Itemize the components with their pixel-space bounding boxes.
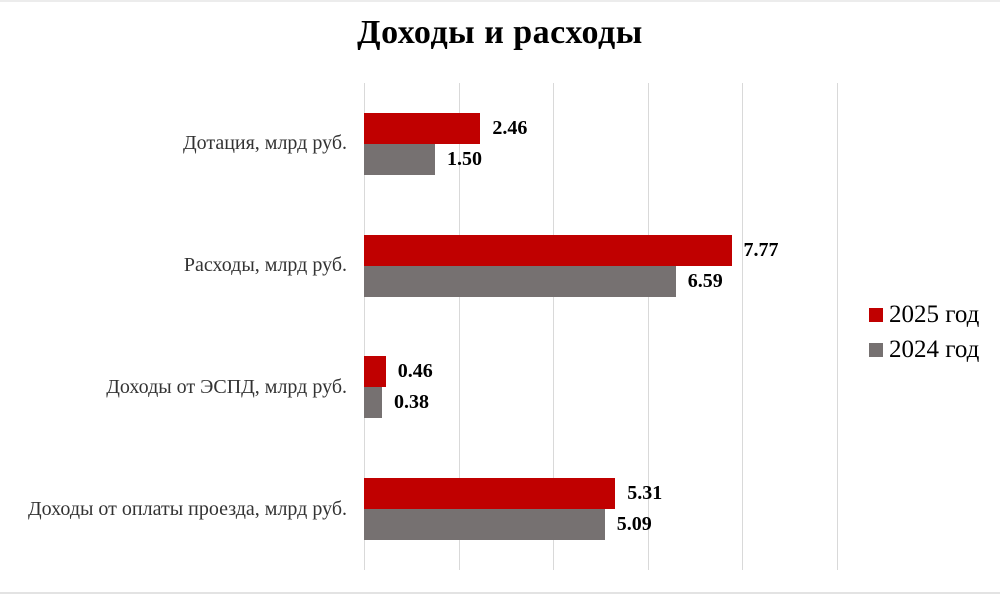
bar-2024	[364, 143, 435, 175]
legend-label: 2025 год	[889, 300, 980, 328]
bar-2025	[364, 478, 616, 510]
bar-value-label: 5.31	[627, 482, 663, 505]
bar-group-3: 5.31 5.09	[364, 448, 837, 570]
bar-line: 5.31	[364, 478, 837, 510]
bar-value-label: 7.77	[743, 238, 779, 261]
bar-line: 5.09	[364, 509, 837, 541]
category-label-3: Доходы от оплаты проезда, млрд руб.	[28, 497, 347, 520]
bar-2025	[364, 234, 732, 266]
category-label-2: Доходы от ЭСПД, млрд руб.	[106, 375, 347, 398]
bar-line: 1.50	[364, 143, 837, 175]
legend-row: 2025 год	[869, 297, 979, 332]
bar-line: 2.46	[364, 112, 837, 144]
legend-row: 2024 год	[869, 332, 979, 367]
bar-line: 7.77	[364, 234, 837, 266]
bar-group-1: 7.77 6.59	[364, 205, 837, 327]
bar-2024	[364, 509, 605, 541]
bottom-edge-divider	[0, 592, 1000, 594]
gridline-x-2	[458, 83, 460, 570]
gridline-x-0	[364, 83, 365, 570]
legend-swatch-icon	[869, 342, 883, 357]
bar-line: 0.46	[364, 356, 837, 388]
bar-group-0: 2.46 1.50	[364, 83, 837, 205]
gridline-x-4	[553, 83, 555, 570]
legend: 2025 год 2024 год	[869, 297, 979, 367]
top-edge-divider	[0, 0, 1000, 2]
chart-title: Доходы и расходы	[357, 14, 643, 51]
bar-value-label: 0.46	[397, 360, 433, 383]
bar-2024	[364, 387, 382, 419]
category-label-0: Дотация, млрд руб.	[182, 132, 347, 155]
bar-value-label: 0.38	[394, 391, 429, 414]
bar-2024	[364, 265, 676, 297]
gridline-x-10	[837, 83, 838, 570]
bar-value-label: 1.50	[447, 147, 482, 170]
bar-line: 6.59	[364, 265, 837, 297]
plot-area: 2.46 1.50 7.77 6.59 0.46 0.38 5.31 5.09	[364, 83, 838, 570]
gridline-x-8	[742, 83, 744, 570]
legend-swatch-icon	[869, 307, 883, 322]
bar-line: 0.38	[364, 387, 837, 419]
category-label-1: Расходы, млрд руб.	[183, 254, 347, 277]
bar-2025	[364, 356, 386, 388]
bar-value-label: 2.46	[492, 116, 528, 139]
bar-value-label: 5.09	[616, 513, 652, 536]
legend-label: 2024 год	[889, 335, 980, 363]
gridline-x-6	[647, 83, 649, 570]
bar-2025	[364, 112, 481, 144]
bar-value-label: 6.59	[687, 269, 723, 292]
bar-group-2: 0.46 0.38	[364, 327, 837, 449]
